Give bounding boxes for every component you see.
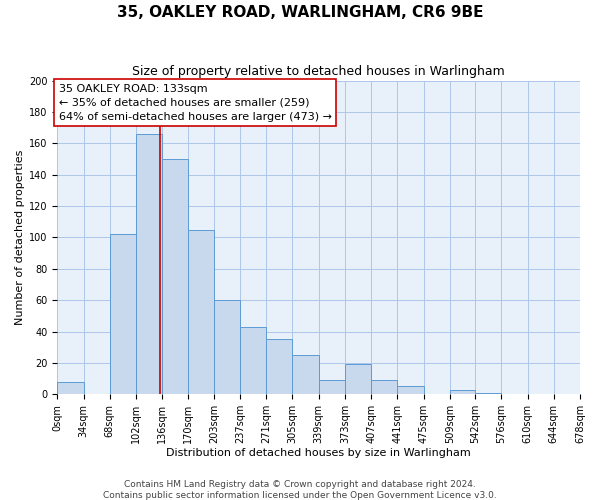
Bar [188,230,214,394]
Bar [162,159,188,394]
Bar [292,355,319,394]
Bar [475,392,502,394]
Bar [345,364,371,394]
Bar [136,134,162,394]
Bar [58,382,83,394]
Bar [110,234,136,394]
Bar [397,386,424,394]
Text: Contains HM Land Registry data © Crown copyright and database right 2024.
Contai: Contains HM Land Registry data © Crown c… [103,480,497,500]
Bar [266,340,292,394]
Title: Size of property relative to detached houses in Warlingham: Size of property relative to detached ho… [133,65,505,78]
Text: 35, OAKLEY ROAD, WARLINGHAM, CR6 9BE: 35, OAKLEY ROAD, WARLINGHAM, CR6 9BE [117,5,483,20]
Y-axis label: Number of detached properties: Number of detached properties [15,150,25,325]
Bar [240,327,266,394]
X-axis label: Distribution of detached houses by size in Warlingham: Distribution of detached houses by size … [166,448,471,458]
Bar [371,380,397,394]
Text: 35 OAKLEY ROAD: 133sqm
← 35% of detached houses are smaller (259)
64% of semi-de: 35 OAKLEY ROAD: 133sqm ← 35% of detached… [59,84,332,122]
Bar [450,390,475,394]
Bar [319,380,345,394]
Bar [214,300,240,394]
